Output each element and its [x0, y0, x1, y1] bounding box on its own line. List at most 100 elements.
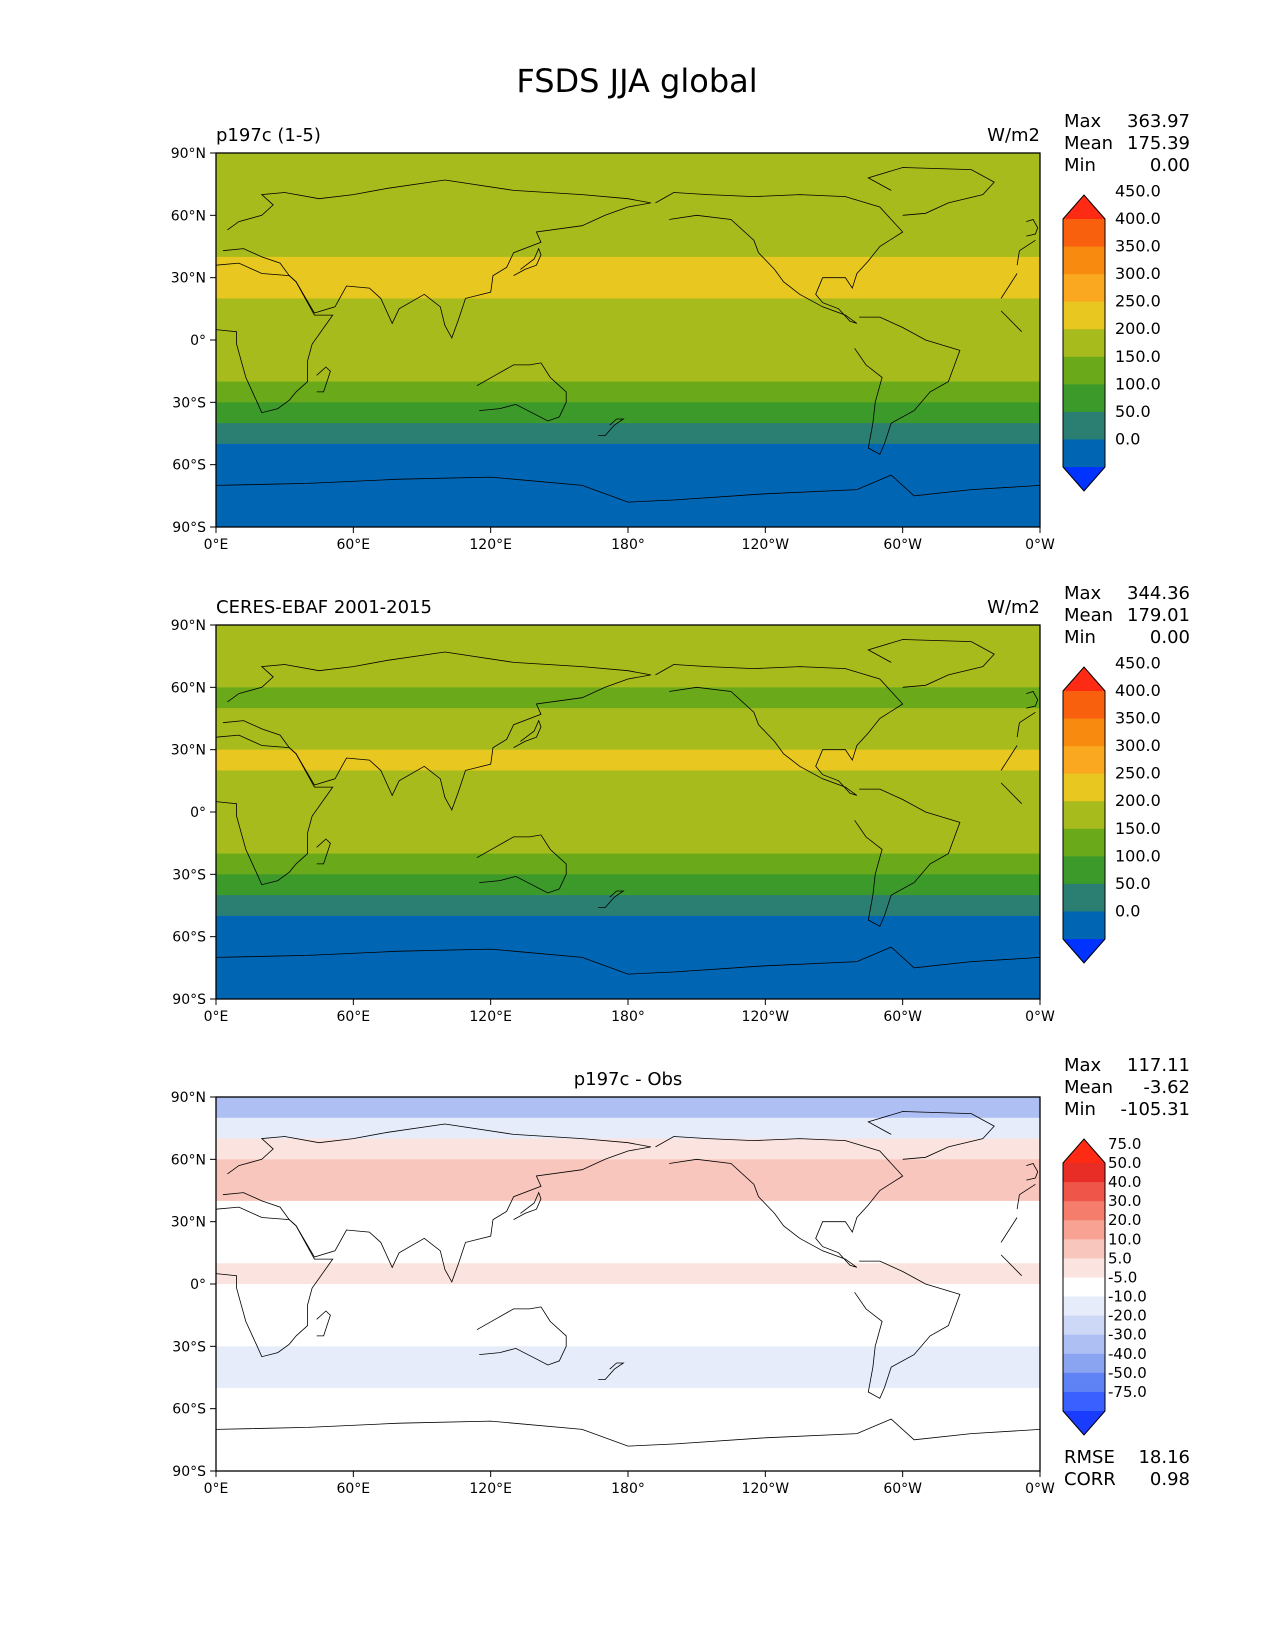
coastline-uk — [1026, 691, 1039, 709]
x-tick-label: 60°E — [336, 1009, 370, 1025]
coastline-greenland — [867, 639, 995, 688]
colorbar-level-label: 150.0 — [1115, 819, 1161, 838]
field-band — [216, 319, 1040, 341]
colorbar-level-label: 5.0 — [1108, 1249, 1132, 1267]
coastline-australia — [476, 834, 567, 894]
x-tick-label: 60°E — [336, 1481, 370, 1497]
stat-value: -105.31 — [1121, 1099, 1190, 1120]
x-tick-label: 120°W — [742, 1481, 790, 1497]
colorbar-outline — [1062, 666, 1106, 964]
field-band — [216, 957, 1040, 979]
coastline-madagascar — [316, 1310, 331, 1337]
coastline-australia — [476, 1306, 567, 1366]
field-band — [216, 1117, 1040, 1140]
colorbar-level-label: 200.0 — [1115, 791, 1161, 810]
coastline-antarctica — [216, 1418, 1040, 1447]
coastline-namerica — [655, 192, 904, 324]
map-panel-diff: 0°E 60°E 120°E 180° 120°W 60°W 0°W 90°N 60°N 30°N… — [171, 1055, 1190, 1497]
field-band — [216, 360, 1040, 383]
field-band — [216, 791, 1040, 813]
coastline-newzealand — [598, 890, 625, 908]
coastline-newzealand — [598, 1362, 625, 1380]
y-tick-label: 30°N — [171, 1215, 206, 1231]
field-band — [216, 1346, 1040, 1368]
y-tick-label: 60°N — [171, 208, 206, 224]
colorbar-level-label: 450.0 — [1115, 653, 1161, 672]
colorbar-level-label: -10.0 — [1108, 1288, 1147, 1306]
coastline-samerica — [854, 1260, 961, 1399]
y-tick-label: 30°N — [171, 271, 206, 287]
coastline-samerica — [854, 788, 961, 927]
footer-stat-value: 0.98 — [1150, 1469, 1190, 1490]
colorbar-swatch — [1063, 1163, 1105, 1183]
field-band — [216, 1450, 1040, 1471]
x-tick-label: 0°E — [204, 537, 229, 553]
colorbar-swatch — [1063, 1391, 1105, 1412]
colorbar-level-label: 75.0 — [1108, 1135, 1141, 1153]
colorbar-swatch — [1063, 911, 1105, 940]
y-tick-label: 0° — [190, 805, 206, 821]
colorbar-swatch — [1063, 1315, 1105, 1336]
coastline-eurasia — [222, 179, 1036, 339]
colorbar-level-label: 50.0 — [1115, 402, 1151, 421]
field-band — [216, 915, 1040, 938]
coastlines — [216, 1111, 1040, 1447]
x-tick-label: 120°E — [469, 1481, 512, 1497]
x-tick-label: 0°E — [204, 1481, 229, 1497]
coastline-samerica — [854, 316, 961, 455]
footer-stat-value: 18.16 — [1138, 1447, 1190, 1468]
field-band — [216, 1221, 1040, 1243]
stat-value: 363.97 — [1127, 111, 1190, 132]
colorbar-level-label: 400.0 — [1115, 681, 1161, 700]
colorbar: 0.0 50.0 100.0 150.0 200.0 250.0 300.0 350.0 400… — [1062, 653, 1161, 964]
x-tick-label: 0°W — [1025, 1481, 1055, 1497]
coastline-eurasia — [222, 651, 1036, 811]
field-band — [216, 423, 1040, 445]
stat-label: Max — [1064, 1055, 1102, 1076]
y-tick-label: 90°S — [172, 1464, 206, 1480]
panel-left-label: CERES-EBAF 2001-2015 — [216, 597, 432, 618]
stat-value: 344.36 — [1127, 583, 1190, 604]
colorbar-swatch — [1063, 1353, 1105, 1374]
colorbar-level-label: 300.0 — [1115, 736, 1161, 755]
coastline-greenland — [867, 1111, 995, 1160]
stat-label: Min — [1064, 1099, 1096, 1120]
colorbar-level-label: 10.0 — [1108, 1230, 1141, 1248]
x-tick-label: 0°W — [1025, 1009, 1055, 1025]
x-tick-label: 120°W — [742, 537, 790, 553]
panel-units: W/m2 — [987, 597, 1040, 618]
colorbar-swatch — [1063, 718, 1105, 747]
stat-value: 0.00 — [1150, 155, 1190, 176]
colorbar-swatch — [1063, 856, 1105, 885]
y-tick-label: 60°N — [171, 1152, 206, 1168]
colorbar: -75.0-50.0-40.0-30.0-20.0-10.0 -5.05.010.… — [1062, 1135, 1147, 1436]
colorbar-swatch — [1063, 883, 1105, 912]
colorbar-level-label: 350.0 — [1115, 709, 1161, 728]
colorbar-swatch — [1063, 1296, 1105, 1317]
stat-label: Max — [1064, 583, 1102, 604]
field-band — [216, 485, 1040, 507]
colorbar-level-label: 40.0 — [1108, 1173, 1141, 1191]
colorbar-outline — [1062, 1138, 1106, 1436]
colorbar-swatch — [1063, 1220, 1105, 1240]
colorbar-level-label: 400.0 — [1115, 209, 1161, 228]
x-tick-label: 60°W — [883, 1009, 922, 1025]
colorbar-swatch — [1063, 1334, 1105, 1355]
colorbar-extend-min — [1063, 939, 1105, 963]
coastline-antarctica — [216, 946, 1040, 975]
colorbar-swatch — [1063, 801, 1105, 830]
colorbar-swatch — [1063, 1182, 1105, 1202]
colorbar-swatch — [1063, 301, 1105, 330]
map-panel-model: 0°E 60°E 120°E 180° 120°W 60°W 0°W 90°N 60°N 30°N… — [171, 111, 1190, 553]
colorbar-swatch — [1063, 691, 1105, 720]
colorbar-level-label: -50.0 — [1108, 1364, 1147, 1382]
x-tick-label: 120°E — [469, 1009, 512, 1025]
colorbar-level-label: 100.0 — [1115, 846, 1161, 865]
footer-stat-label: CORR — [1064, 1469, 1116, 1490]
colorbar-level-label: 150.0 — [1115, 347, 1161, 366]
field-band — [216, 625, 1040, 647]
field-band — [216, 194, 1040, 216]
y-tick-label: 60°S — [172, 930, 206, 946]
field-band — [216, 381, 1040, 403]
colorbar-swatch — [1063, 219, 1105, 248]
